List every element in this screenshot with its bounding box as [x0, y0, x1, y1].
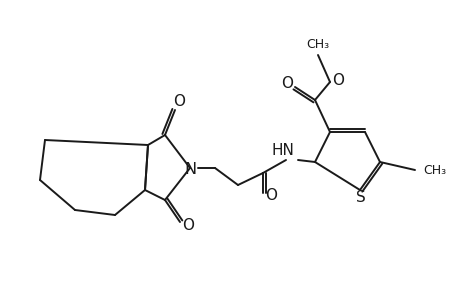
Text: N: N — [184, 161, 196, 176]
Text: O: O — [182, 218, 194, 233]
Text: HN: HN — [271, 142, 294, 158]
Text: O: O — [264, 188, 276, 203]
Text: O: O — [331, 73, 343, 88]
Text: O: O — [280, 76, 292, 91]
Text: CH₃: CH₃ — [422, 164, 445, 176]
Text: O: O — [173, 94, 185, 109]
Text: CH₃: CH₃ — [306, 38, 329, 50]
Text: S: S — [355, 190, 365, 205]
